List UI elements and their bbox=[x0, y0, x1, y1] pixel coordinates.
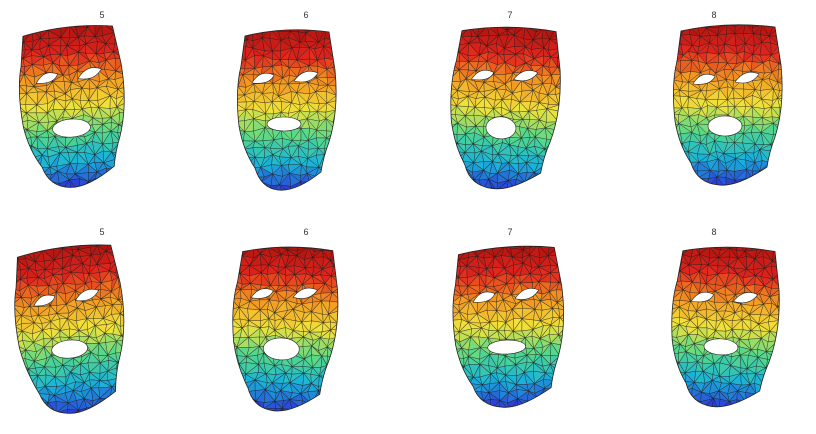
face-mesh-image bbox=[667, 244, 783, 410]
panel-label: 5 bbox=[99, 227, 105, 237]
panel-row1-5: 5 bbox=[0, 0, 204, 217]
face-mesh-image bbox=[14, 23, 131, 191]
face-mesh-image bbox=[237, 29, 337, 191]
panel-label: 8 bbox=[711, 227, 717, 237]
face-mesh-image bbox=[450, 244, 567, 410]
panel-row2-7: 7 bbox=[408, 217, 612, 434]
face-mesh-image bbox=[673, 24, 783, 186]
panel-row1-8: 8 bbox=[612, 0, 816, 217]
face-mesh-image bbox=[229, 244, 340, 413]
panel-row2-8: 8 bbox=[612, 217, 816, 434]
panel-row2-5: 5 bbox=[0, 217, 204, 434]
panel-row2-6: 6 bbox=[204, 217, 408, 434]
panel-label: 6 bbox=[303, 227, 309, 237]
panel-label: 7 bbox=[507, 10, 513, 20]
panel-row1-6: 6 bbox=[204, 0, 408, 217]
face-mesh-image bbox=[9, 242, 133, 418]
panel-label: 8 bbox=[711, 10, 717, 20]
panel-label: 5 bbox=[99, 10, 105, 20]
face-mesh-image bbox=[446, 24, 564, 192]
panel-label: 6 bbox=[303, 10, 309, 20]
panel-row1-7: 7 bbox=[408, 0, 612, 217]
panel-label: 7 bbox=[507, 227, 513, 237]
